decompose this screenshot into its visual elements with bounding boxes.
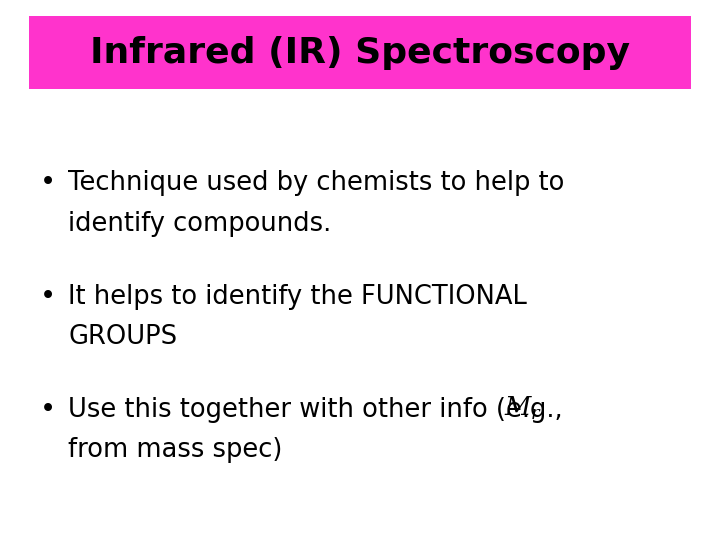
Text: $M_r$: $M_r$ bbox=[504, 395, 542, 422]
Text: •: • bbox=[40, 170, 55, 196]
Text: Infrared (IR) Spectroscopy: Infrared (IR) Spectroscopy bbox=[90, 36, 630, 70]
Text: Use this together with other info (e.g.,: Use this together with other info (e.g., bbox=[68, 397, 571, 423]
Text: GROUPS: GROUPS bbox=[68, 324, 177, 350]
Text: identify compounds.: identify compounds. bbox=[68, 211, 332, 237]
Text: •: • bbox=[40, 284, 55, 309]
Text: It helps to identify the FUNCTIONAL: It helps to identify the FUNCTIONAL bbox=[68, 284, 527, 309]
Bar bbox=[29, 16, 691, 89]
Text: from mass spec): from mass spec) bbox=[68, 437, 283, 463]
Text: Technique used by chemists to help to: Technique used by chemists to help to bbox=[68, 170, 564, 196]
Text: •: • bbox=[40, 397, 55, 423]
